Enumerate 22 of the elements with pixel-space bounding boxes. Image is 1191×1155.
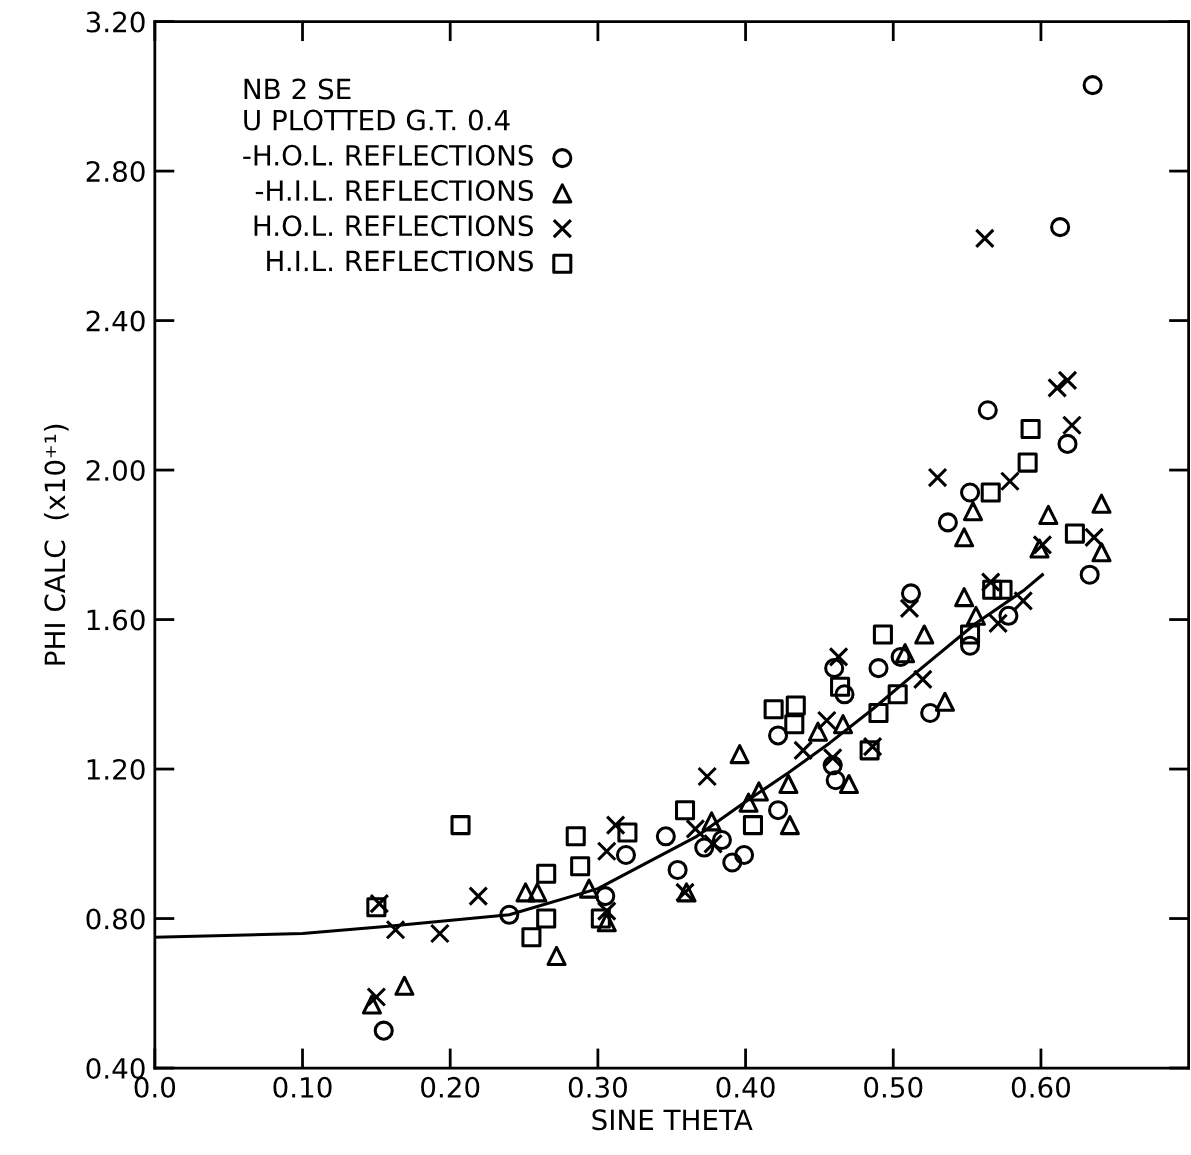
x-tick-label: 0.40 xyxy=(716,1076,775,1098)
y-tick-label: 3.20 xyxy=(86,11,145,33)
x-axis-title: SINE THETA xyxy=(592,1109,753,1131)
y-tick-label: 1.20 xyxy=(87,758,145,780)
x-tick-label: 0.20 xyxy=(421,1076,480,1098)
y-tick-label: 0.40 xyxy=(86,1057,145,1079)
legend-label: H.I.L. REFLECTIONS xyxy=(267,250,533,272)
y-tick-label: 2.00 xyxy=(86,460,145,482)
y-tick-label: 1.60 xyxy=(87,609,145,631)
y-tick-label: 2.80 xyxy=(86,161,145,183)
x-tick-label: 0.0 xyxy=(134,1076,176,1098)
x-tick-label: 0.50 xyxy=(864,1076,923,1098)
legend-label: -H.I.L. REFLECTIONS xyxy=(255,180,533,202)
y-tick-label: 2.40 xyxy=(86,310,145,332)
legend-title: NB 2 SE U PLOTTED G.T. 0.4 xyxy=(244,78,510,131)
legend-label: -H.O.L. REFLECTIONS xyxy=(243,144,533,166)
x-tick-label: 0.30 xyxy=(568,1076,627,1098)
legend-label: H.O.L. REFLECTIONS xyxy=(254,215,533,237)
x-tick-label: 0.10 xyxy=(273,1076,332,1098)
x-tick-label: 0.60 xyxy=(1011,1076,1071,1098)
y-axis-title: PHI CALC (x10⁺¹) xyxy=(43,424,69,665)
y-tick-label: 0.80 xyxy=(86,908,145,930)
